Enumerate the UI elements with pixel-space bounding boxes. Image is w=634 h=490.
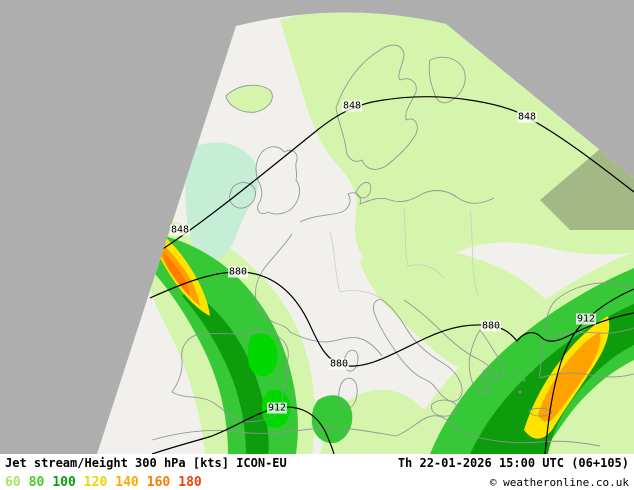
legend-scale: 60 80 100 120 140 160 180 — [5, 472, 210, 490]
legend-value-80: 80 — [28, 475, 45, 490]
borders-layer — [329, 207, 479, 301]
map-product-title: Jet stream/Height 300 hPa [kts] ICON-EU — [5, 456, 287, 470]
legend-value-160: 160 — [146, 475, 171, 490]
legend-value-180: 180 — [178, 475, 202, 490]
legend-value-100: 100 — [52, 475, 76, 490]
contour-label-912: 912 — [575, 313, 597, 325]
copyright-text: © weatheronline.co.uk — [489, 476, 629, 489]
map-area: 848 848 848 880 880 880 912 912 — [0, 0, 634, 454]
contour-label-880: 880 — [227, 266, 249, 278]
map-svg — [97, 12, 634, 454]
legend-value-60: 60 — [5, 475, 21, 490]
map-valid-time: Th 22-01-2026 15:00 UTC (06+105) — [397, 456, 629, 470]
legend-value-120: 120 — [83, 475, 108, 490]
contour-label-880: 880 — [328, 358, 350, 370]
legend-value-140: 140 — [115, 475, 139, 490]
footer-bar: Jet stream/Height 300 hPa [kts] ICON-EU … — [0, 454, 634, 490]
contour-label-912: 912 — [266, 402, 288, 414]
contour-label-848: 848 — [516, 111, 538, 123]
contour-label-880: 880 — [480, 320, 502, 332]
contour-label-848: 848 — [169, 224, 191, 236]
coastlines-layer — [151, 44, 634, 447]
contour-label-848: 848 — [341, 100, 363, 112]
